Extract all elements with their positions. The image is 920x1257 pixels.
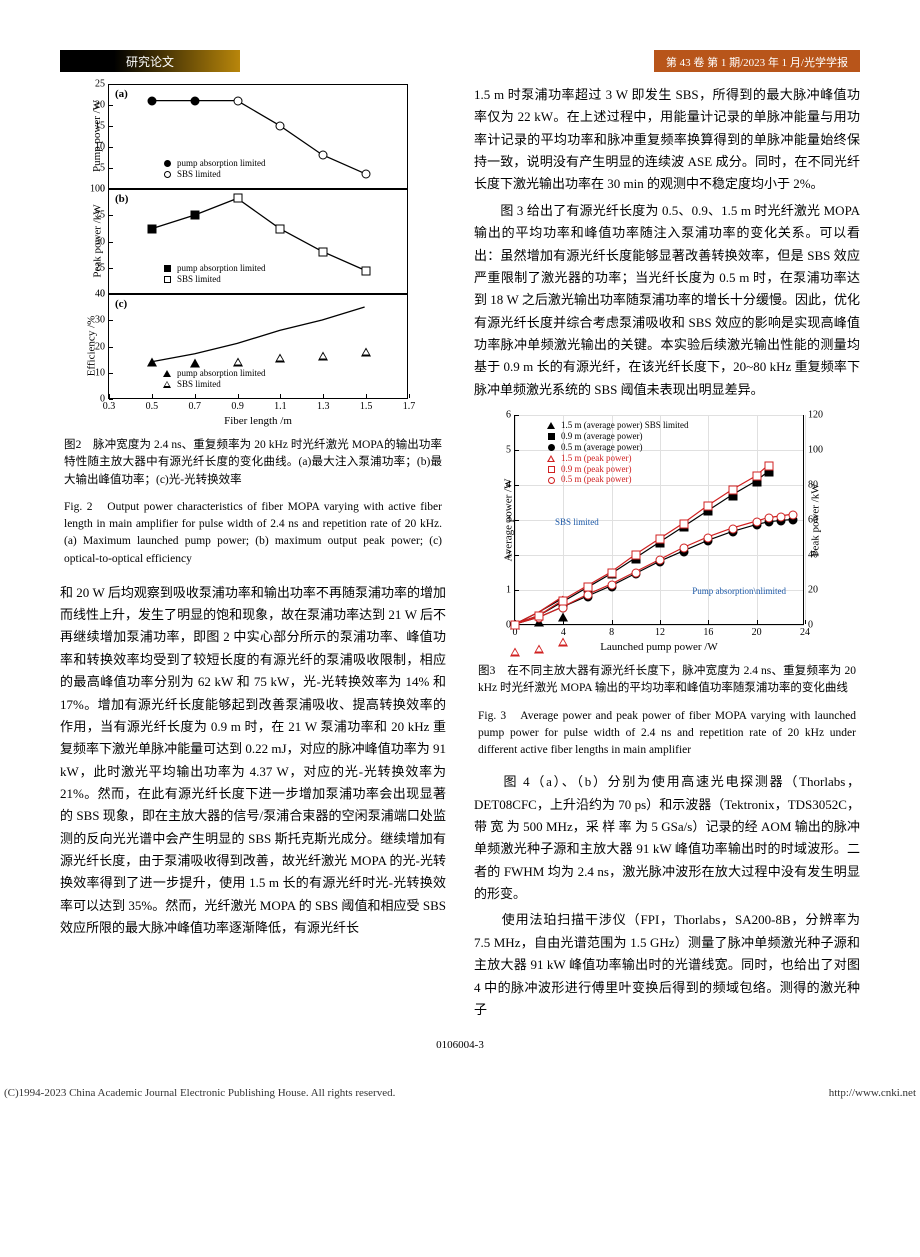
col2-p2: 图 3 给出了有源光纤长度为 0.5、0.9、1.5 m 时光纤激光 MOPA … xyxy=(474,200,860,401)
legend-label: pump absorption limited xyxy=(177,263,266,273)
fig3-annot-sbs: SBS limited xyxy=(555,517,599,527)
legend-label: 1.5 m (average power) SBS limited xyxy=(561,421,688,431)
fig2-caption-cn: 图2 脉冲宽度为 2.4 ns、重复频率为 20 kHz 时光纤激光 MOPA的… xyxy=(60,437,446,489)
legend-label: 0.9 m (average power) xyxy=(561,432,642,442)
legend-label: pump absorption limited xyxy=(177,368,266,378)
figure-2: (a) Pump power /W pump absorption limite… xyxy=(108,84,446,427)
page-header: 研究论文 第 43 卷 第 1 期/2023 年 1 月/光学学报 xyxy=(60,50,860,72)
panel-a-ylabel: Pump power /W xyxy=(91,100,103,172)
footer: (C)1994-2023 China Academic Journal Elec… xyxy=(0,1087,920,1099)
panel-c-label: (c) xyxy=(115,298,127,310)
fig3-caption-en: Fig. 3 Average power and peak power of f… xyxy=(474,708,860,760)
col2-p4: 使用法珀扫描干涉仪（FPI，Thorlabs，SA200-8B，分辨率为 7.5… xyxy=(474,909,860,1021)
legend-label: SBS limited xyxy=(177,169,221,179)
legend-label: 1.5 m (peak power) xyxy=(561,454,631,464)
legend-label: SBS limited xyxy=(177,379,221,389)
fig3-annot-pump: Pump absorption\nlimited xyxy=(692,586,786,596)
legend-label: 0.9 m (peak power) xyxy=(561,465,631,475)
page-number: 0106004-3 xyxy=(60,1039,860,1051)
panel-b-label: (b) xyxy=(115,193,128,205)
fig2-caption-en: Fig. 2 Output power characteristics of f… xyxy=(60,499,446,568)
col1-body: 和 20 W 后均观察到吸收泵浦功率和输出功率不再随泵浦功率的增加而线性上升，发… xyxy=(60,582,446,940)
legend-label: SBS limited xyxy=(177,274,221,284)
col2-p1: 1.5 m 时泵浦功率超过 3 W 即发生 SBS，所得到的最大脉冲峰值功率仅为… xyxy=(474,84,860,196)
footer-right: http://www.cnki.net xyxy=(829,1087,916,1099)
panel-a-label: (a) xyxy=(115,88,128,100)
header-left: 研究论文 xyxy=(60,50,240,72)
figure-3: Average power /W Peak power /kW 1.5 m (a… xyxy=(514,415,860,653)
legend-label: 0.5 m (peak power) xyxy=(561,475,631,485)
col2-p3: 图 4（a）、（b）分别为使用高速光电探测器（Thorlabs，DET08CFC… xyxy=(474,771,860,905)
header-right: 第 43 卷 第 1 期/2023 年 1 月/光学学报 xyxy=(654,50,860,72)
fig3-caption-cn: 图3 在不同主放大器有源光纤长度下，脉冲宽度为 2.4 ns、重复频率为 20 … xyxy=(474,663,860,698)
legend-label: 0.5 m (average power) xyxy=(561,443,642,453)
footer-left: (C)1994-2023 China Academic Journal Elec… xyxy=(4,1087,395,1099)
fig2-xlabel: Fiber length /m xyxy=(108,415,408,427)
legend-label: pump absorption limited xyxy=(177,158,266,168)
